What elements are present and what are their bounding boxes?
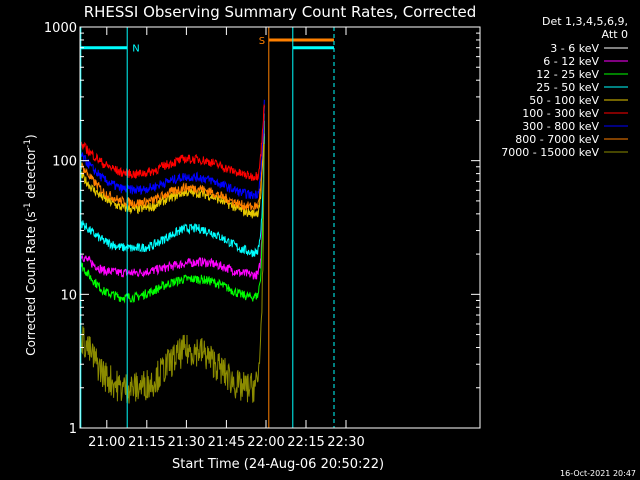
marker-label: S	[259, 36, 265, 47]
x-tick-label: 22:00	[247, 435, 284, 450]
y-axis-label: Corrected Count Rate (s-1 detector-1)	[23, 134, 38, 355]
series-curve	[79, 104, 265, 182]
y-axis: 1 10 100 1000	[44, 21, 480, 437]
x-tick-label: 21:30	[168, 435, 205, 450]
x-axis: 21:00 21:15 21:30 21:45 22:00 22:15 22:30	[88, 27, 365, 450]
x-axis-label: Start Time (24-Aug-06 20:50:22)	[172, 457, 384, 472]
series-curve	[79, 120, 265, 258]
legend-label: 300 - 800 keV	[522, 120, 599, 133]
y-label-part-1: Corrected Count Rate (s	[24, 211, 38, 355]
y-tick-label: 10	[60, 288, 77, 303]
legend-label: 12 - 25 keV	[536, 68, 599, 81]
timestamp: 16-Oct-2021 20:47	[560, 469, 636, 478]
legend-label: 100 - 300 keV	[522, 107, 599, 120]
y-label-part-2: detector	[24, 148, 38, 203]
x-tick-label: 21:45	[208, 435, 245, 450]
series-curve	[79, 136, 265, 304]
y-label-sup-2: -1	[23, 139, 33, 148]
curves-layer	[79, 99, 265, 404]
series-curve	[79, 143, 265, 404]
series-curve	[80, 99, 265, 200]
legend-label: 800 - 7000 keV	[515, 133, 599, 146]
legend-label: 25 - 50 keV	[536, 81, 599, 94]
y-tick-label: 1000	[44, 21, 77, 36]
y-tick-label: 1	[69, 422, 77, 437]
series-curve	[79, 133, 265, 280]
plot-frame	[79, 26, 481, 429]
legend-header-line-1: Det 1,3,4,5,6,9,	[542, 15, 628, 28]
legend-label: 7000 - 15000 keV	[501, 146, 599, 159]
marker-label: N	[132, 44, 139, 55]
y-label-part-3: )	[24, 134, 38, 139]
series-curve	[79, 113, 265, 219]
y-label-sup-1: -1	[23, 202, 33, 211]
x-tick-label: 22:30	[327, 435, 364, 450]
y-tick-label: 100	[52, 155, 77, 170]
x-tick-label: 21:15	[128, 435, 165, 450]
chart-title: RHESSI Observing Summary Count Rates, Co…	[84, 3, 477, 21]
x-tick-label: 21:00	[88, 435, 125, 450]
series-curve	[79, 152, 265, 372]
legend-header-line-2: Att 0	[602, 28, 628, 41]
legend-label: 50 - 100 keV	[529, 94, 599, 107]
markers-layer: NS	[80, 27, 335, 428]
x-tick-label: 22:15	[287, 435, 324, 450]
legend-label: 3 - 6 keV	[550, 42, 599, 55]
legend-label: 6 - 12 keV	[543, 55, 599, 68]
series-curve	[79, 105, 265, 211]
